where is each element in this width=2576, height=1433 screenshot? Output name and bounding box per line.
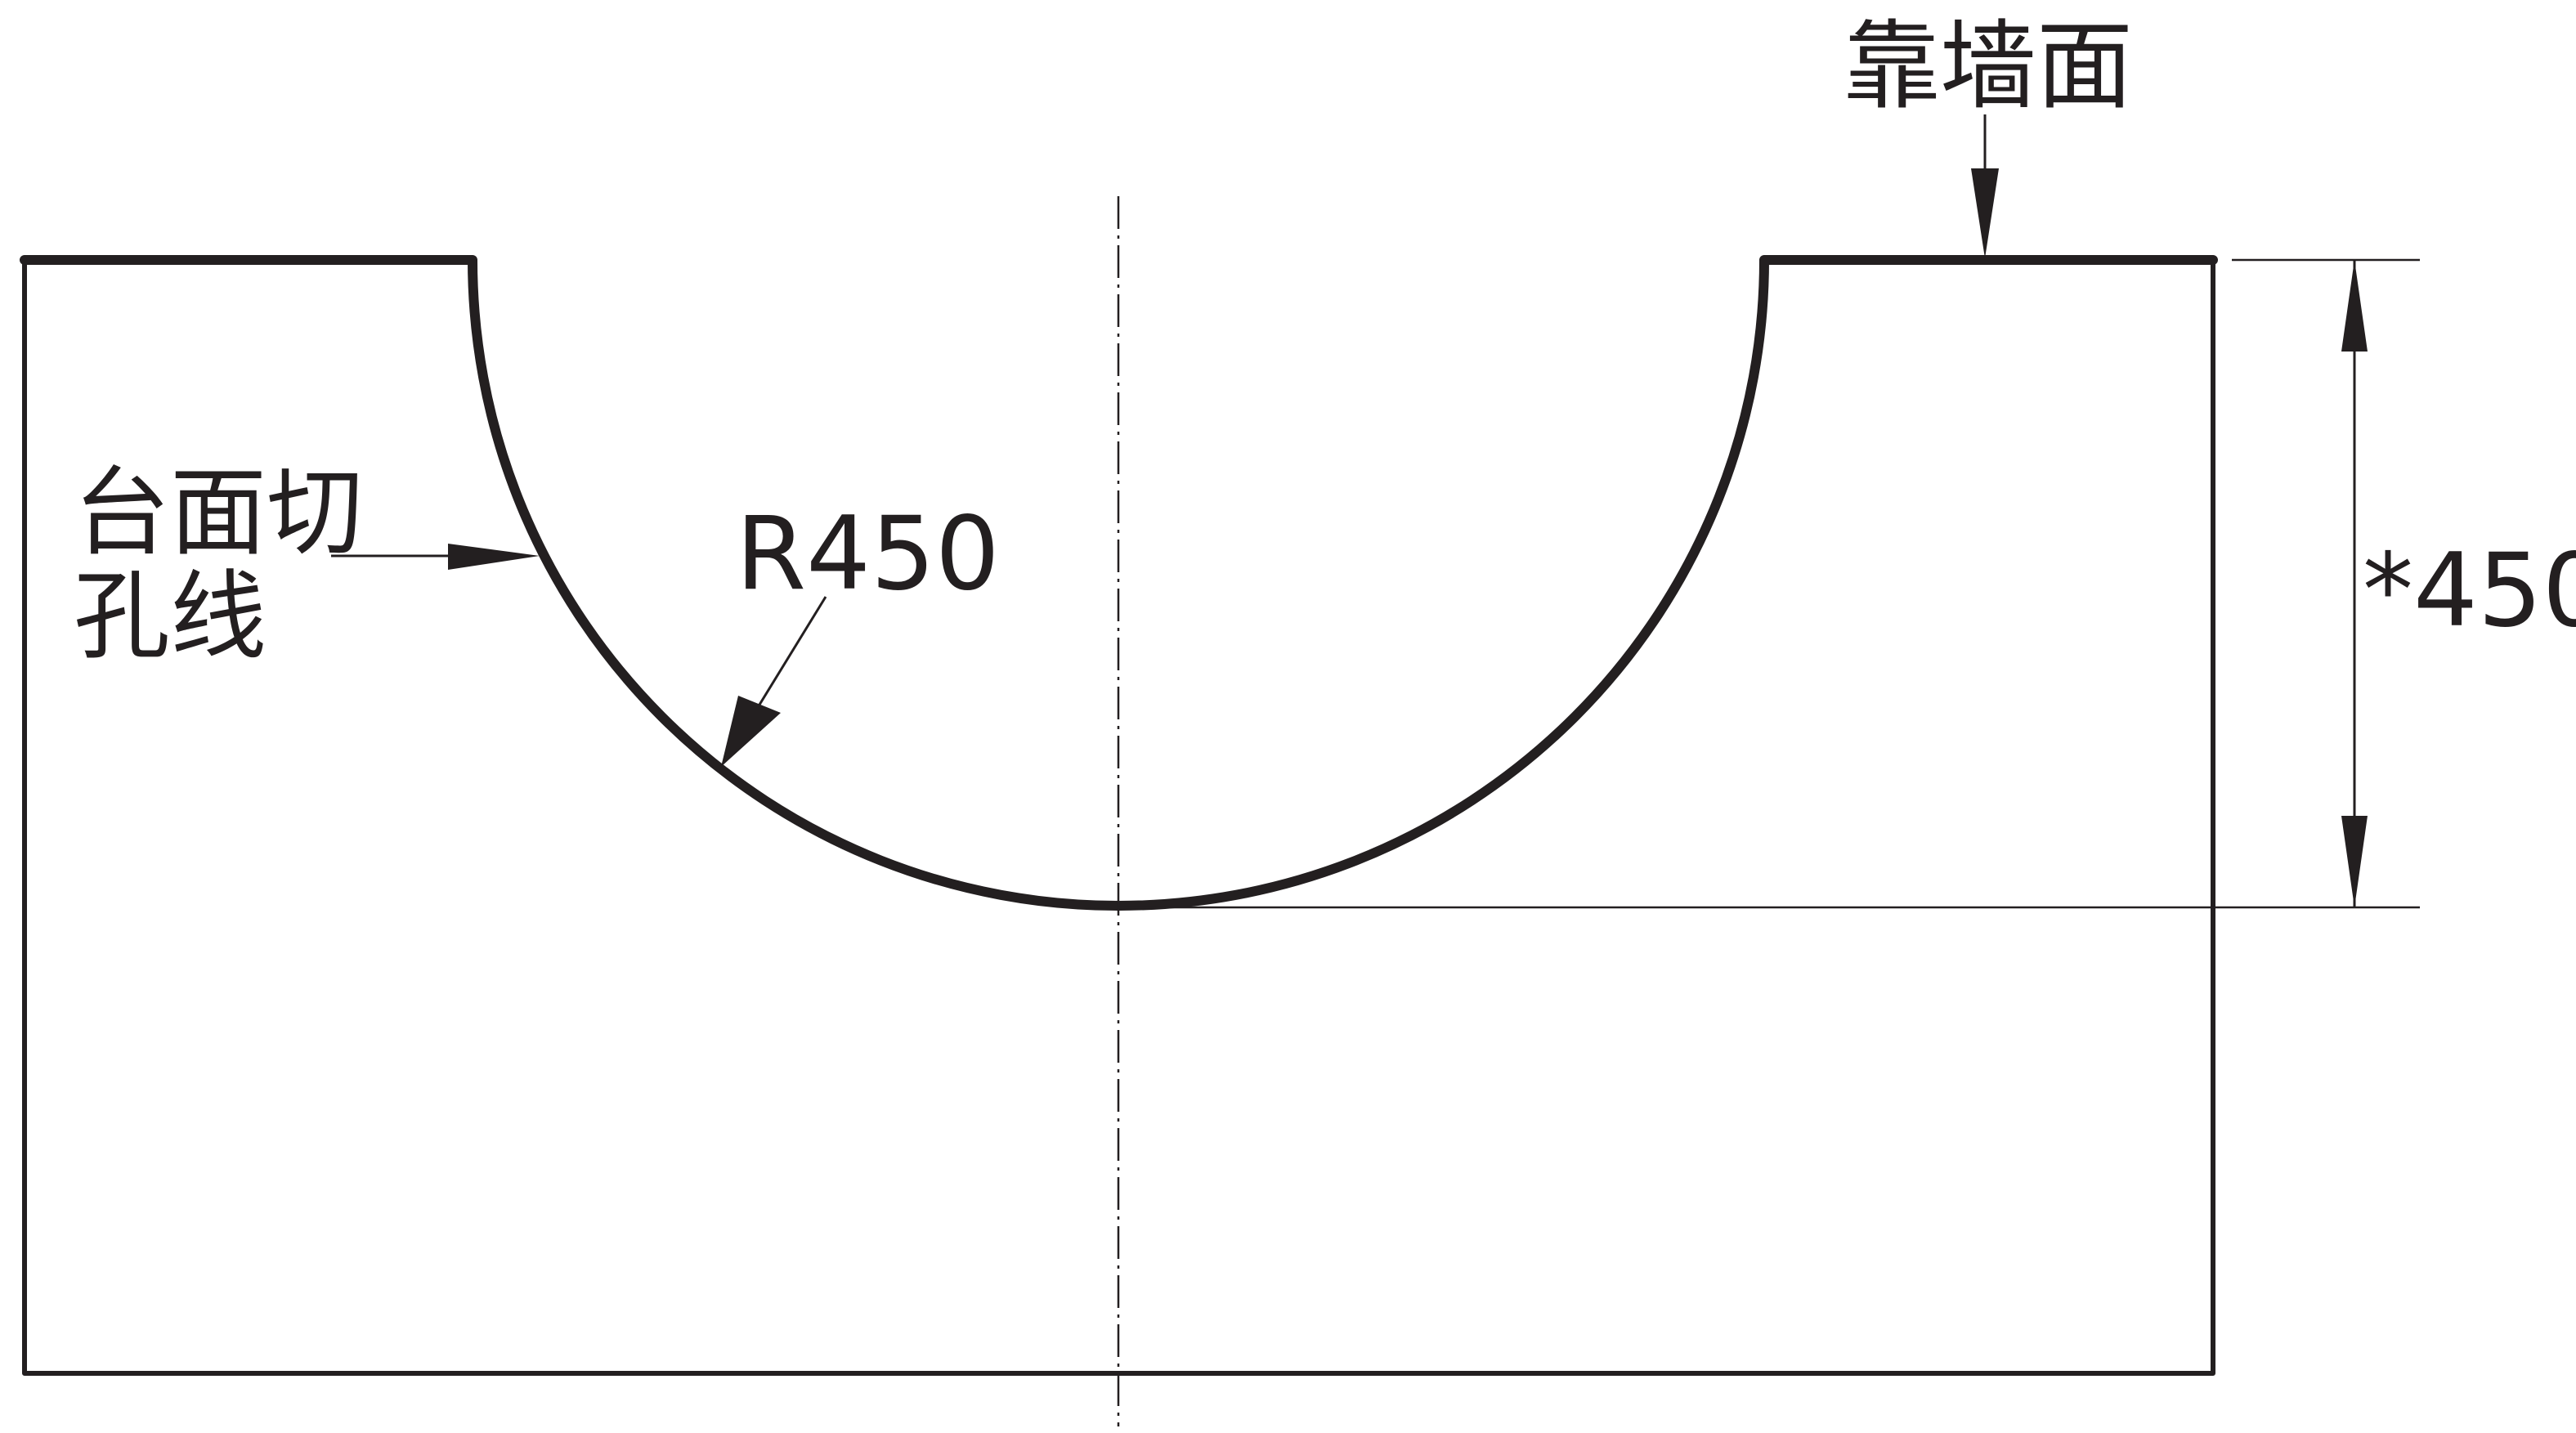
radius-label: R450 [736,495,1000,613]
cutout-line-label-line2: 孔线 [74,560,267,673]
depth-dimension [1118,258,2420,909]
dimension-arrow-up [2341,260,2368,352]
dimension-arrow-down [2341,816,2368,907]
cutout-line-label-line1: 台面切 [74,456,363,569]
wall-side-arrow [1971,114,1999,258]
wall-side-label: 靠墙面 [1844,10,2133,123]
cutout-line-leader [331,544,540,570]
radius-leader [721,596,827,767]
depth-dimension-label: *450 [2363,532,2576,650]
